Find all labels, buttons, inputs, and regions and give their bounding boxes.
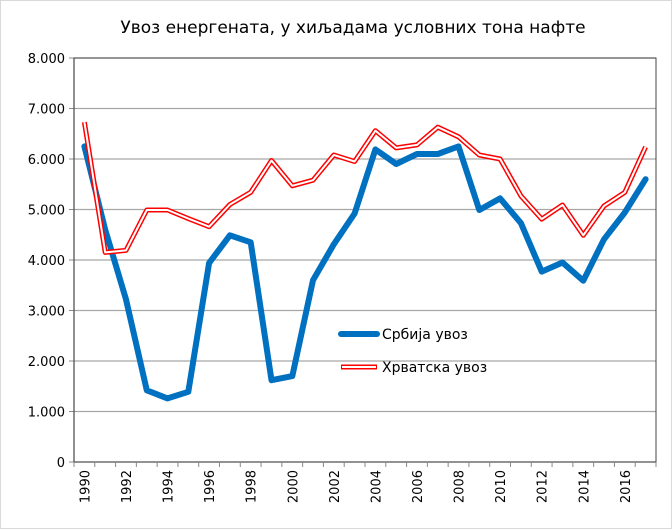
x-tick-label: 2006 — [411, 470, 426, 503]
x-tick-label: 2000 — [286, 470, 301, 503]
x-tick-label: 2016 — [619, 470, 634, 503]
y-tick-label: 2.000 — [28, 355, 65, 370]
x-tick-label: 2014 — [577, 470, 592, 503]
y-tick-label: 5.000 — [28, 204, 65, 219]
x-tick-label: 2010 — [494, 470, 509, 503]
x-tick-label: 2004 — [369, 470, 384, 503]
y-tick-label: 0 — [57, 456, 65, 471]
x-tick-label: 1990 — [78, 470, 93, 503]
y-tick-label: 4.000 — [28, 254, 65, 269]
y-tick-label: 1.000 — [28, 406, 65, 421]
legend-label: Србија увоз — [382, 327, 468, 343]
x-tick-label: 2012 — [536, 470, 551, 503]
y-tick-label: 8.000 — [28, 52, 65, 67]
legend-label: Хрватска увоз — [382, 360, 487, 376]
y-tick-label: 6.000 — [28, 153, 65, 168]
x-tick-label: 2002 — [328, 470, 343, 503]
y-tick-label: 7.000 — [28, 103, 65, 118]
x-tick-label: 1996 — [203, 470, 218, 503]
x-tick-label: 1998 — [245, 470, 260, 503]
y-tick-label: 3.000 — [28, 305, 65, 320]
x-tick-label: 1994 — [162, 470, 177, 503]
chart-title: Увоз енергената, у хиљадама условних тон… — [120, 18, 585, 38]
x-tick-label: 1992 — [120, 470, 135, 503]
x-tick-label: 2008 — [453, 470, 468, 503]
